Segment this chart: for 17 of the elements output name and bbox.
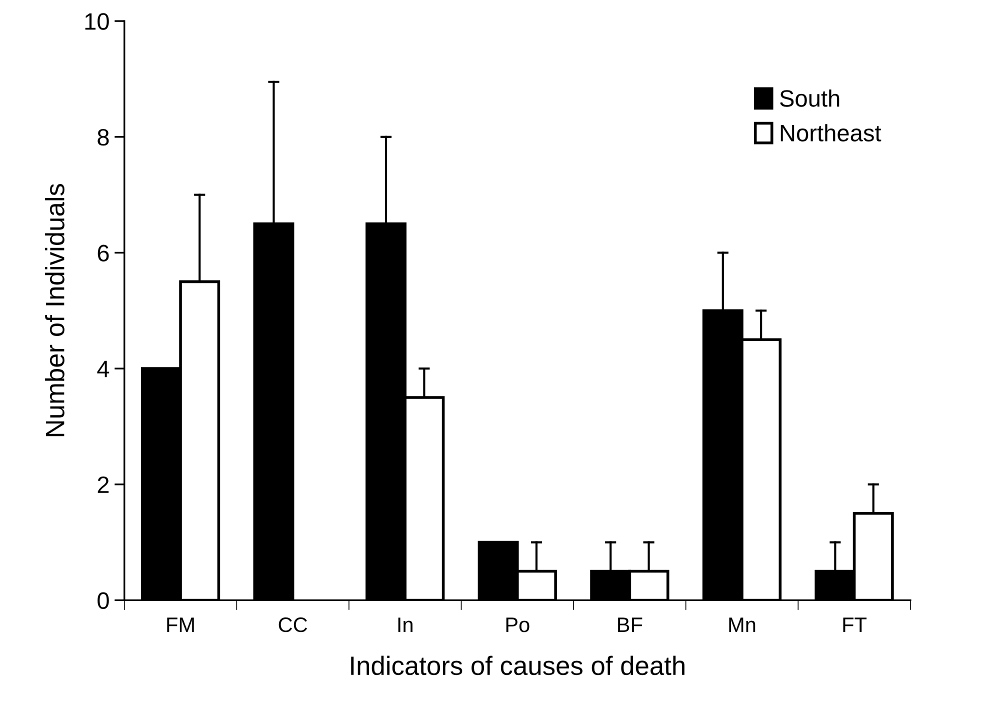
- y-tick-label: 6: [98, 244, 109, 262]
- y-tick-label: 0: [98, 592, 109, 609]
- x-tick-label: FM: [167, 618, 194, 632]
- y-tick-label: 10: [85, 13, 109, 30]
- x-tick-label: Po: [506, 618, 530, 632]
- legend-label: South: [780, 89, 840, 107]
- x-tick-label: In: [398, 618, 412, 632]
- y-tick-label: 2: [98, 476, 109, 493]
- x-tick-label: BF: [618, 618, 642, 632]
- legend-label: Northeast: [780, 124, 882, 142]
- y-tick-label: 4: [97, 360, 110, 378]
- x-tick-label: Mn: [729, 618, 756, 632]
- y-axis-title: Number of Individuals: [45, 184, 64, 436]
- y-tick-label: 8: [98, 128, 109, 146]
- x-axis-title: Indicators of causes of death: [351, 656, 684, 676]
- x-tick-label: CC: [278, 617, 308, 632]
- x-tick-label: FT: [843, 618, 867, 632]
